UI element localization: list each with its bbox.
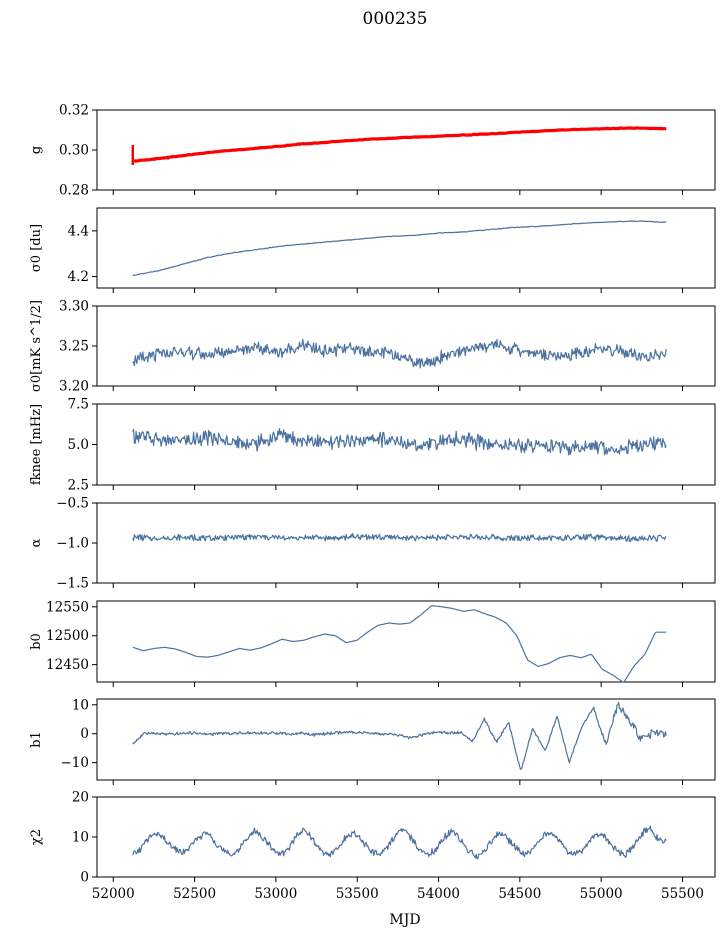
- y-tick-label: 3.20: [59, 379, 89, 395]
- y-tick-label: 3.25: [59, 339, 89, 355]
- series-line-sigma0_du: [132, 220, 667, 277]
- x-tick-label: 54500: [498, 886, 541, 902]
- y-tick-label: 0.32: [59, 103, 89, 119]
- panel-alpha: −1.5 −1.0 −0.5 α: [29, 496, 716, 592]
- y-tick-label: −1.5: [56, 576, 89, 592]
- panel-chi2: 0 10 20 χ2: [29, 790, 716, 886]
- x-tick-label: 53500: [336, 886, 379, 902]
- y-axis-label: b0: [29, 633, 44, 650]
- y-tick-label: 3.30: [59, 299, 89, 315]
- series-line-b1: [132, 701, 667, 770]
- panel-b0: 12450 12500 12550 b0: [29, 599, 716, 687]
- y-tick-label: 0.28: [59, 183, 89, 199]
- y-tick-label: 0: [80, 726, 89, 742]
- panel-frame: [96, 502, 716, 584]
- y-tick-label: 4.2: [68, 269, 89, 285]
- y-axis-label: χ2: [29, 829, 44, 845]
- y-axis-label: b1: [29, 731, 44, 748]
- panel-group: 0.28 0.30 0.32 g 4.2 4.4 σ0 [du] 3.20 3.25 3.30 σ0…: [29, 103, 716, 886]
- y-tick-label: 12550: [46, 599, 89, 615]
- y-axis-label: g: [29, 146, 44, 154]
- y-tick-label: −0.5: [56, 496, 89, 512]
- x-axis: 52000 52500 53000 53500 54000 54500 55000 55500: [92, 886, 704, 902]
- panel-frame: [96, 600, 716, 683]
- x-tick-label: 53000: [254, 886, 297, 902]
- y-tick-label: 0: [80, 870, 89, 886]
- y-axis-label: σ0[mK s^1/2]: [29, 300, 44, 392]
- series-line-g: [132, 126, 667, 163]
- panel-sigma0_du: 4.2 4.4 σ0 [du]: [29, 207, 716, 293]
- y-tick-label: −10: [61, 755, 90, 771]
- panel-sigma0_mK: 3.20 3.25 3.30 σ0[mK s^1/2]: [29, 299, 716, 395]
- panel-frame: [96, 698, 716, 781]
- y-tick-label: 12450: [46, 657, 89, 673]
- panel-frame: [96, 305, 716, 387]
- y-tick-label: 7.5: [68, 397, 89, 413]
- y-axis-label: α: [29, 538, 44, 547]
- fit-line-g: [132, 126, 667, 163]
- panel-g: 0.28 0.30 0.32 g: [29, 103, 716, 199]
- x-tick-label: 54000: [417, 886, 460, 902]
- y-tick-label: 12500: [46, 628, 89, 644]
- y-tick-label: 4.4: [68, 223, 89, 239]
- y-tick-label: 20: [72, 790, 89, 806]
- x-tick-label: 55500: [661, 886, 704, 902]
- panel-frame: [96, 207, 716, 289]
- y-tick-label: 10: [72, 697, 89, 713]
- y-axis-label: σ0 [du]: [29, 224, 44, 272]
- panel-fknee: 2.5 5.0 7.5 fknee [mHz]: [29, 397, 716, 494]
- y-tick-label: 2.5: [68, 478, 89, 494]
- x-tick-label: 52000: [92, 886, 135, 902]
- x-axis-label: MJD: [389, 912, 420, 928]
- panel-frame: [96, 796, 716, 878]
- x-tick-label: 52500: [173, 886, 216, 902]
- series-line-sigma0_mK: [132, 338, 667, 369]
- y-axis-label: fknee [mHz]: [29, 404, 44, 485]
- panel-frame: [96, 403, 716, 486]
- figure-title: 000235: [363, 9, 428, 29]
- series-line-fknee: [132, 428, 667, 456]
- series-line-alpha: [132, 533, 667, 543]
- series-line-b0: [132, 605, 667, 683]
- x-tick-label: 55000: [580, 886, 623, 902]
- y-tick-label: 0.30: [59, 143, 89, 159]
- y-tick-label: 10: [72, 830, 89, 846]
- series-line-chi2: [132, 825, 667, 860]
- panel-b1: −10 0 10 b1: [29, 697, 716, 785]
- panel-frame: [96, 109, 716, 191]
- y-tick-label: −1.0: [56, 536, 89, 552]
- y-tick-label: 5.0: [68, 437, 89, 453]
